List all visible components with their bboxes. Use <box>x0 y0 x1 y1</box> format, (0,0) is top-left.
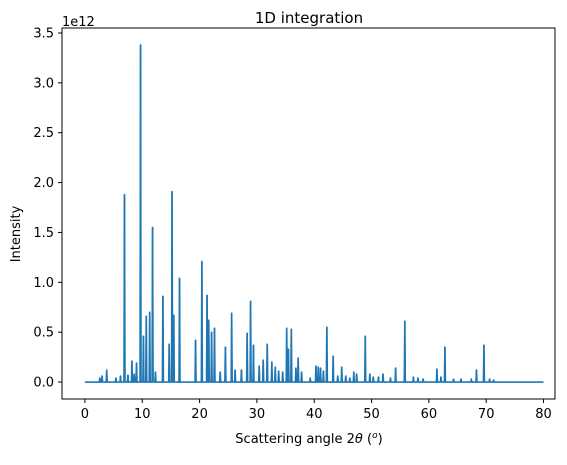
y-axis-label: Intensity <box>9 205 24 262</box>
y-tick-label: 3.0 <box>33 76 54 91</box>
plot-area <box>85 45 544 382</box>
x-axis-label-theta: θ <box>355 432 363 447</box>
x-tick-label: 10 <box>134 407 151 422</box>
y-tick-label: 1.0 <box>33 276 54 291</box>
x-tick-label: 30 <box>249 407 266 422</box>
x-tick-label: 0 <box>81 407 89 422</box>
x-tick-label: 20 <box>191 407 208 422</box>
x-tick-label: 80 <box>535 407 552 422</box>
y-tick-label: 2.0 <box>33 176 54 191</box>
y-tick-label: 1.5 <box>33 226 54 241</box>
x-tick-label: 60 <box>421 407 438 422</box>
x-axis-label: Scattering angle 2θ (o) <box>235 431 382 447</box>
x-tick-label: 70 <box>478 407 495 422</box>
axes: 0 10 20 30 40 50 60 70 80 0.0 0.5 1.0 1.5 2.0 2.5 3.0 3.… <box>33 26 555 422</box>
x-tick-label: 50 <box>363 407 380 422</box>
chart-title: 1D integration <box>255 9 363 27</box>
y-scale-offset-label: 1e12 <box>62 15 95 30</box>
x-axis-label-close: ) <box>378 432 383 447</box>
x-axis-label-suffix: ( <box>363 432 372 447</box>
y-tick-label: 0.0 <box>33 376 54 391</box>
y-tick-label: 3.5 <box>33 26 54 41</box>
axes-frame <box>62 28 555 399</box>
x-axis-label-prefix: Scattering angle 2 <box>235 432 355 447</box>
y-tick-label: 0.5 <box>33 326 54 341</box>
data-series-line <box>85 45 544 382</box>
y-tick-label: 2.5 <box>33 126 54 141</box>
x-tick-label: 40 <box>306 407 323 422</box>
